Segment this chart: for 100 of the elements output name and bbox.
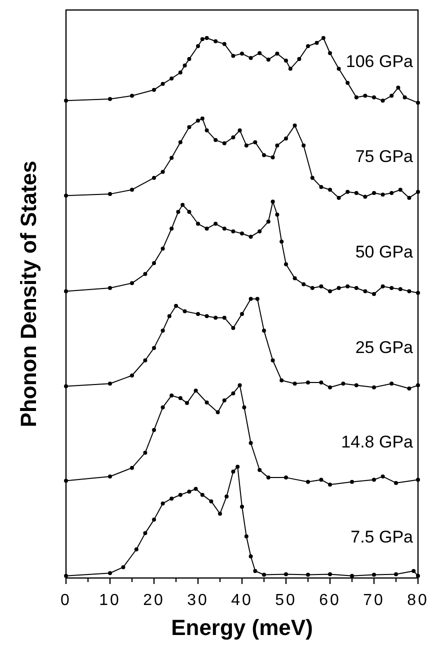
point bbox=[231, 391, 236, 396]
point bbox=[266, 476, 270, 480]
point bbox=[178, 492, 182, 497]
point bbox=[108, 286, 112, 290]
point bbox=[152, 518, 156, 522]
point bbox=[248, 56, 253, 60]
point bbox=[187, 125, 192, 130]
point bbox=[253, 140, 258, 144]
point bbox=[216, 410, 220, 414]
point bbox=[288, 66, 292, 71]
point bbox=[372, 478, 376, 482]
series-label: 7.5 GPa bbox=[350, 527, 414, 546]
point bbox=[255, 296, 260, 301]
point bbox=[182, 64, 187, 68]
point bbox=[350, 480, 354, 484]
point bbox=[134, 547, 138, 552]
point bbox=[306, 572, 310, 577]
point bbox=[130, 374, 134, 378]
point bbox=[152, 176, 156, 180]
point bbox=[394, 480, 398, 485]
point bbox=[160, 405, 165, 410]
point bbox=[372, 95, 376, 100]
point bbox=[222, 316, 226, 320]
point bbox=[306, 480, 310, 484]
point bbox=[402, 95, 407, 100]
point bbox=[170, 496, 174, 501]
point bbox=[363, 194, 368, 199]
point bbox=[108, 382, 112, 386]
point bbox=[231, 54, 236, 58]
point bbox=[396, 86, 400, 90]
point bbox=[240, 52, 244, 56]
point bbox=[280, 378, 284, 382]
point bbox=[170, 393, 174, 398]
point bbox=[121, 565, 126, 570]
point bbox=[231, 326, 236, 330]
point bbox=[231, 470, 236, 474]
point bbox=[284, 262, 288, 266]
point bbox=[262, 572, 266, 577]
point bbox=[143, 531, 148, 536]
point bbox=[160, 501, 165, 506]
point bbox=[328, 188, 332, 192]
point bbox=[187, 57, 192, 62]
point bbox=[214, 39, 218, 44]
point bbox=[204, 36, 209, 40]
x-tick-label: 40 bbox=[231, 592, 253, 609]
point bbox=[231, 229, 236, 234]
point bbox=[407, 196, 412, 200]
point bbox=[248, 234, 253, 239]
point bbox=[108, 474, 112, 478]
point bbox=[248, 296, 253, 301]
point bbox=[209, 499, 214, 504]
point bbox=[292, 123, 297, 128]
point bbox=[204, 128, 209, 132]
point bbox=[266, 220, 270, 224]
point bbox=[390, 286, 394, 290]
point bbox=[143, 272, 148, 276]
point bbox=[170, 76, 174, 80]
point bbox=[270, 358, 275, 362]
point bbox=[412, 568, 416, 573]
point bbox=[178, 396, 182, 400]
point bbox=[275, 52, 280, 56]
point bbox=[248, 554, 253, 558]
point bbox=[108, 97, 112, 102]
point bbox=[187, 490, 192, 494]
point bbox=[160, 246, 165, 251]
point bbox=[194, 388, 198, 393]
point bbox=[336, 286, 341, 290]
point bbox=[394, 572, 398, 576]
point bbox=[306, 380, 310, 385]
point bbox=[302, 282, 306, 286]
point bbox=[248, 441, 253, 445]
point bbox=[372, 190, 376, 195]
point bbox=[176, 210, 180, 214]
point bbox=[372, 572, 376, 577]
point bbox=[238, 128, 242, 132]
point bbox=[231, 135, 236, 140]
point bbox=[270, 155, 275, 160]
point bbox=[284, 572, 288, 576]
point bbox=[204, 314, 209, 318]
point bbox=[372, 385, 376, 390]
point bbox=[380, 192, 385, 197]
point bbox=[108, 192, 112, 196]
point bbox=[280, 240, 284, 244]
point bbox=[380, 98, 385, 103]
point bbox=[178, 140, 182, 144]
point bbox=[319, 478, 324, 482]
point bbox=[178, 70, 182, 75]
point bbox=[336, 196, 341, 200]
point bbox=[152, 346, 156, 350]
point bbox=[214, 138, 218, 142]
point bbox=[244, 143, 248, 148]
point bbox=[196, 44, 200, 48]
y-axis-title: Phonon Density of States bbox=[16, 160, 41, 428]
point bbox=[319, 380, 324, 385]
point bbox=[242, 405, 246, 410]
point bbox=[390, 382, 394, 386]
point bbox=[218, 512, 222, 516]
point bbox=[258, 468, 262, 472]
point bbox=[130, 94, 134, 98]
point bbox=[222, 226, 226, 231]
